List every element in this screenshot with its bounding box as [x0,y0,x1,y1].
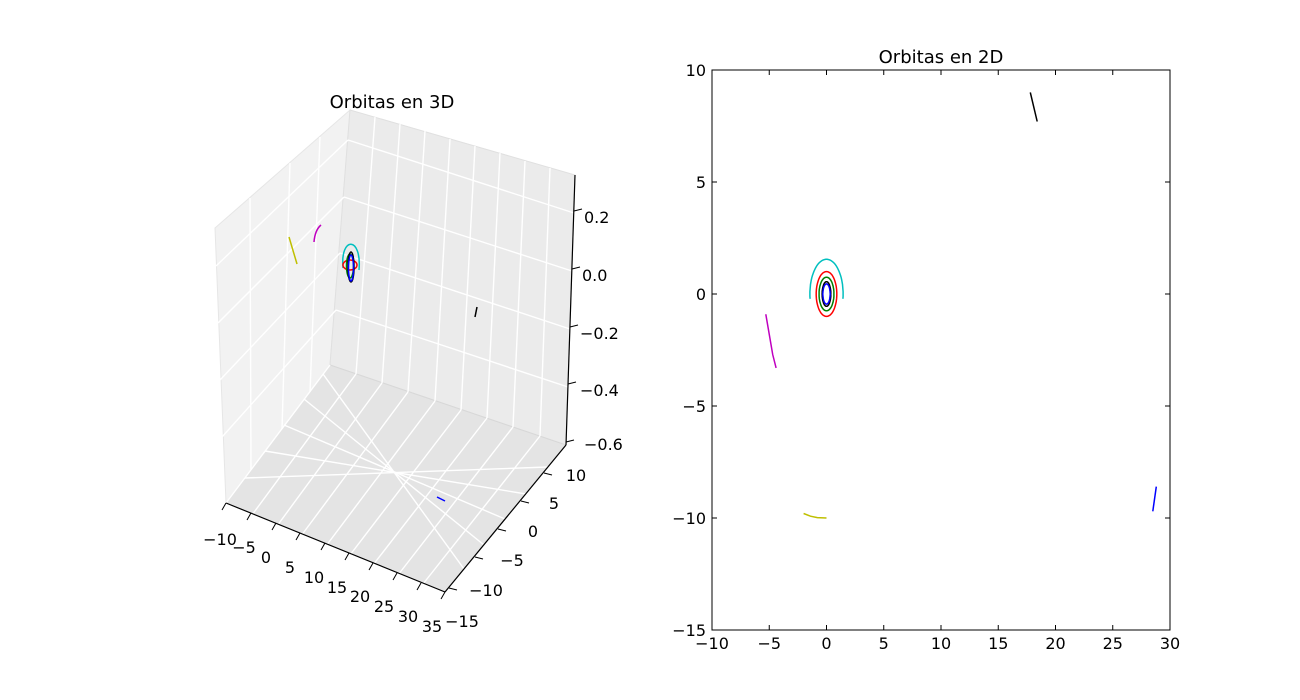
tick-labels-3d: −10 −5 0 5 10 15 20 25 30 35 −15 −10 −5 … [203,208,623,636]
z-tick-label: −0.4 [580,381,619,400]
series-2d [765,92,1158,519]
x-tick-label: −5 [232,538,256,557]
x-tick-label: 10 [931,634,951,653]
ticks-3d [221,208,583,600]
x-tick-label: 15 [988,634,1008,653]
x-tick-label: 10 [304,568,324,587]
orbit-2d-series-1 [818,276,835,312]
y-tick-label: 10 [566,466,586,485]
x-tick-label: 25 [374,597,394,616]
orbit-3d-blue-far [436,496,446,502]
y-tick-label: −5 [682,397,706,416]
x-tick-label: 20 [1045,634,1065,653]
chart-3d-title: Orbitas en 3D [330,92,455,113]
y-tick-label: 0 [696,285,706,304]
x-tick-label: 5 [285,558,295,577]
y-tick-label: −5 [500,551,524,570]
x-tick-label: 0 [821,634,831,653]
x-tick-label: 25 [1103,634,1123,653]
z-tick-label: −0.6 [584,435,623,454]
x-tick-label: 15 [327,578,347,597]
x-tick-label: −10 [203,530,237,549]
orbit-3d-blue [347,254,355,282]
orbit-2d-series-0 [815,270,838,318]
orbit-2d-series-7 [1029,92,1038,122]
orbit-2d-series-3 [822,283,831,305]
orbit-2d-series-6 [803,512,827,519]
z-tick-label: −0.2 [580,324,619,343]
y-tick-label: 5 [696,173,706,192]
orbit-3d-black-far [474,306,478,318]
orbit-3d-red [342,259,358,271]
grid-3d [215,116,575,585]
y-tick-label: 5 [549,494,559,513]
y-tick-label: −10 [672,509,706,528]
z-tick-label: 0.2 [584,208,609,227]
axes-3d [225,174,576,593]
orbits-3d [288,224,478,502]
chart-2d-title: Orbitas en 2D [879,47,1004,68]
orbit-2d-series-4 [809,258,844,299]
y-tick-label: −15 [445,612,479,631]
x-tick-label: −5 [757,634,781,653]
x-tick-label: 5 [879,634,889,653]
chart-3d: Orbitas en 3D [203,92,623,636]
chart-2d: Orbitas en 2D −10 −5 0 5 10 15 20 25 30−15−10−50… [672,47,1180,653]
x-tick-label: 30 [398,607,418,626]
y-tick-label: 0 [528,522,538,541]
y-tick-label: −15 [672,621,706,640]
x-tick-label: 35 [422,617,442,636]
orbit-3d-yellow [288,236,298,265]
orbit-3d-cyan [342,243,360,271]
orbit-2d-series-5 [765,314,777,369]
y-tick-label: −10 [469,581,503,600]
x-tick-label: 20 [350,587,370,606]
z-tick-label: 0.0 [582,266,607,285]
orbit-2d-series-8 [1152,486,1158,512]
orbit-3d-magenta [313,224,322,243]
x-tick-label: 30 [1160,634,1180,653]
y-tick-label: 10 [686,61,706,80]
x-tick-label: 0 [261,548,271,567]
plot-area-2d [711,69,1171,631]
x-tick-label: −10 [695,634,729,653]
